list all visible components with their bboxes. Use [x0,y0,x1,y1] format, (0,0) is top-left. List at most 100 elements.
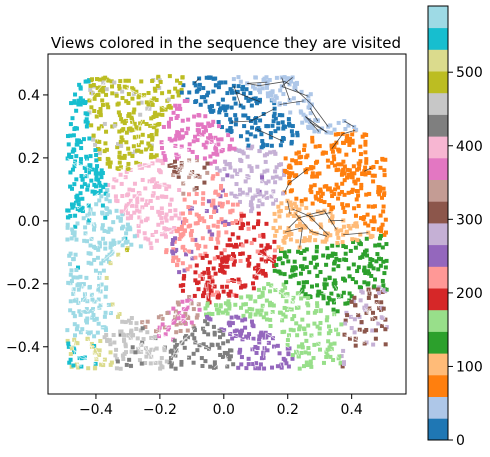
view-point [223,308,228,313]
view-point [357,241,362,246]
view-point [138,121,143,126]
view-point [273,169,278,174]
view-point [372,284,377,289]
view-point [308,359,313,364]
view-point [114,93,119,98]
view-point [197,343,202,348]
trajectory-segment [259,81,285,87]
view-point [323,150,328,155]
view-point [302,364,307,369]
view-point [341,290,346,295]
view-point [204,128,209,133]
view-point [282,172,287,177]
view-point [264,298,269,303]
view-point [362,329,367,334]
view-point [251,336,256,341]
view-point [356,166,361,171]
view-point [126,92,131,97]
view-point [139,100,144,105]
view-point [228,144,233,149]
view-point [139,361,144,366]
view-point [94,167,99,172]
view-point [236,277,241,282]
view-point [86,260,91,265]
view-point [145,319,150,324]
view-point [327,345,332,350]
view-point [202,270,207,275]
view-point [313,265,318,270]
view-point [166,120,171,125]
view-point [88,83,93,88]
view-point [381,186,386,191]
view-point [65,222,70,227]
view-point [135,196,140,201]
view-point [237,199,242,204]
view-point [369,219,374,224]
trajectory-segment [122,192,140,214]
trajectory-segment [75,202,79,210]
view-point [173,213,178,218]
view-point [239,295,244,300]
view-point [203,319,208,324]
view-point [344,152,349,157]
view-point [75,275,80,280]
view-point [313,160,318,165]
view-point [79,174,84,179]
view-point [319,199,324,204]
colorbar-tick-label: 500 [456,65,483,81]
view-point [341,167,346,172]
view-point [104,87,109,92]
view-point [65,225,70,230]
view-point [229,257,234,262]
view-point [250,84,255,89]
view-point [310,139,315,144]
view-point [234,117,239,122]
view-point [362,280,367,285]
view-point [341,224,346,229]
view-point [310,171,315,176]
view-point [309,364,314,369]
view-point [257,233,262,238]
trajectory-segment [288,335,300,357]
view-point [337,148,342,153]
view-point [70,116,75,121]
view-point [86,366,91,371]
trajectory-segment [177,166,182,174]
view-point [348,248,353,253]
view-point [197,82,202,87]
view-point [215,255,220,260]
view-point [148,199,153,204]
view-point [202,180,207,185]
view-point [334,256,339,261]
trajectory-segment [73,339,82,367]
view-point [94,202,99,207]
view-point [337,354,342,359]
view-point [216,124,221,129]
view-point [284,206,289,211]
trajectory-segment [158,316,162,337]
view-point [315,293,320,298]
view-point [220,177,225,182]
view-point [126,202,131,207]
view-point [292,314,297,319]
view-point [358,152,363,157]
view-point [163,215,168,220]
view-point [202,95,207,100]
view-point [243,317,248,322]
view-point [146,91,151,96]
view-point [340,202,345,207]
view-point [123,78,128,83]
view-point [97,88,102,93]
view-point [340,140,345,145]
view-point [360,134,365,139]
view-point [332,145,337,150]
view-point [83,79,88,84]
view-point [179,90,184,95]
view-point [373,243,378,248]
view-point [258,97,263,102]
view-point [279,162,284,167]
view-point [123,342,128,347]
view-point [167,360,172,365]
view-point [313,194,318,199]
view-point [331,281,336,286]
